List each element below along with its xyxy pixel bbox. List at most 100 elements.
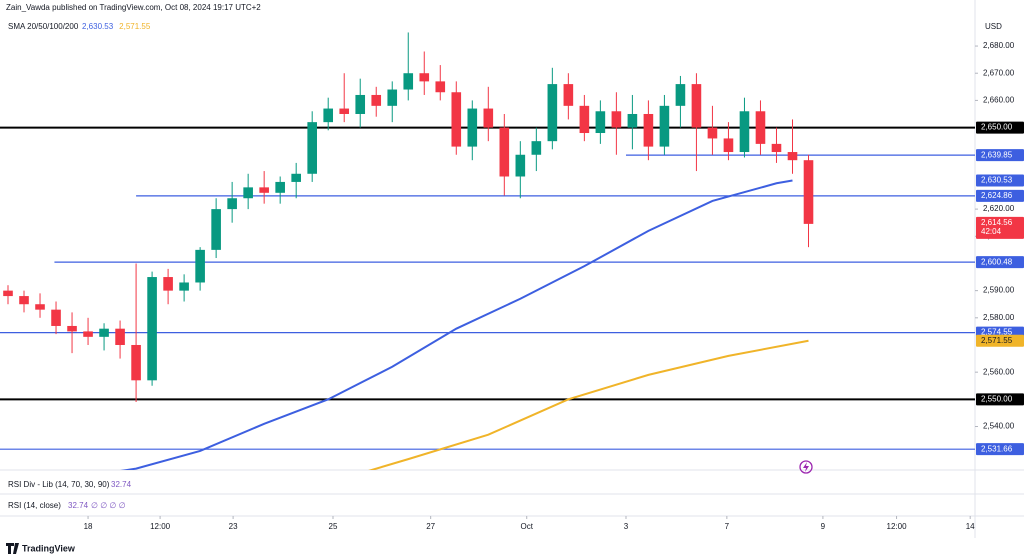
candle-body: [19, 296, 29, 305]
candle-body: [67, 325, 77, 332]
sma-box: [976, 334, 1024, 347]
candle-body: [227, 198, 237, 210]
candle-body: [323, 108, 334, 123]
candle-body: [531, 141, 542, 155]
candle-body: [787, 152, 798, 161]
candle-body: [499, 127, 510, 177]
candle-body: [115, 328, 125, 345]
x-tick-label: 25: [329, 522, 338, 531]
legend-value: 2,630.53: [82, 22, 114, 31]
candle-body: [387, 89, 398, 106]
candle-body: [803, 160, 814, 224]
legend-title: SMA 20/50/100/200: [8, 22, 79, 31]
sma-box: [976, 174, 1024, 187]
x-tick-label: 18: [84, 522, 93, 531]
legend-value: 2,571.55: [119, 22, 151, 31]
candle-body: [563, 84, 574, 106]
y-tick-label: 2,580.00: [983, 313, 1015, 322]
event-icon-bolt: [803, 462, 809, 472]
sma-line: [368, 339, 809, 470]
candle-body: [691, 84, 702, 128]
candle-body: [595, 111, 606, 134]
candle-body: [195, 249, 205, 283]
candle-body: [547, 84, 558, 142]
candle-body: [163, 277, 173, 291]
event-icon[interactable]: [799, 460, 813, 474]
indicator-title: RSI (14, close): [8, 501, 61, 510]
countdown: 42:04: [981, 227, 1002, 236]
footer: TradingView: [22, 543, 76, 553]
candle-body: [723, 138, 734, 153]
candle-body: [35, 304, 45, 310]
candle-body: [99, 328, 109, 337]
y-tick-label: 2,560.00: [983, 367, 1015, 376]
level-label: 2,650.00: [981, 123, 1013, 132]
y-tick-label: 2,540.00: [983, 422, 1015, 431]
candle-body: [419, 73, 430, 82]
axes: 2,540.002,560.002,580.002,590.002,610.00…: [84, 41, 1024, 531]
level-box: [976, 256, 1024, 269]
level-label: 2,531.66: [981, 444, 1013, 453]
x-tick-label: 14: [966, 522, 975, 531]
sma-label: 2,630.53: [981, 176, 1013, 185]
candle-body: [51, 309, 61, 326]
level-label: 2,600.48: [981, 257, 1013, 266]
level-box: [976, 149, 1024, 162]
candle-body: [659, 105, 670, 147]
y-tick-label: 2,670.00: [983, 68, 1015, 77]
candle-body: [627, 113, 638, 128]
header: Zain_Vawda published on TradingView.com,…: [6, 3, 261, 12]
level-label: 2,550.00: [981, 394, 1013, 403]
x-tick-label: 12:00: [150, 522, 171, 531]
moving-averages: [120, 179, 809, 470]
candle-body: [451, 92, 462, 147]
candle-body: [643, 113, 654, 147]
x-tick-label: 12:00: [887, 522, 908, 531]
candle-body: [259, 187, 269, 193]
candle-body: [275, 181, 285, 193]
candle-body: [467, 108, 478, 147]
currency: USD: [985, 22, 1002, 31]
candle-body: [435, 81, 446, 93]
level-box: [976, 121, 1024, 134]
indicator-value: 32.74: [111, 480, 132, 489]
candle-body: [307, 122, 317, 174]
indicator-extra: ∅ ∅ ∅ ∅: [91, 501, 126, 510]
candles: [3, 32, 814, 403]
indicator-value: 32.74: [68, 501, 89, 510]
y-tick-label: 2,620.00: [983, 204, 1015, 213]
candle-body: [739, 111, 750, 153]
level-box: [976, 189, 1024, 202]
x-tick-label: 23: [229, 522, 238, 531]
level-box: [976, 443, 1024, 456]
grid: [87, 45, 978, 519]
y-tick-label: 2,590.00: [983, 286, 1015, 295]
last-price-label: 2,614.56: [981, 218, 1013, 227]
candle-body: [147, 277, 157, 381]
candle-body: [771, 143, 782, 153]
candle-body: [707, 127, 718, 139]
candle-body: [755, 111, 766, 144]
level-box: [976, 393, 1024, 406]
candle-body: [83, 331, 93, 337]
level-label: 2,624.86: [981, 191, 1013, 200]
x-tick-label: 27: [426, 522, 435, 531]
candle-body: [3, 290, 13, 297]
x-tick-label: 3: [624, 522, 629, 531]
candle-body: [131, 344, 141, 381]
level-label: 2,639.85: [981, 150, 1013, 159]
candle-body: [515, 154, 526, 177]
candle-body: [483, 108, 494, 128]
x-tick-label: Oct: [520, 522, 533, 531]
sma-label: 2,571.55: [981, 336, 1013, 345]
x-tick-label: 9: [821, 522, 826, 531]
x-tick-label: 7: [725, 522, 730, 531]
y-tick-label: 2,660.00: [983, 96, 1015, 105]
candle-body: [355, 94, 366, 114]
level-label: 2,574.55: [981, 328, 1013, 337]
indicator-title: RSI Div - Lib (14, 70, 30, 90): [8, 480, 110, 489]
candle-body: [611, 111, 622, 128]
y-tick-label: 2,680.00: [983, 41, 1015, 50]
last-price-box: [976, 216, 1024, 239]
